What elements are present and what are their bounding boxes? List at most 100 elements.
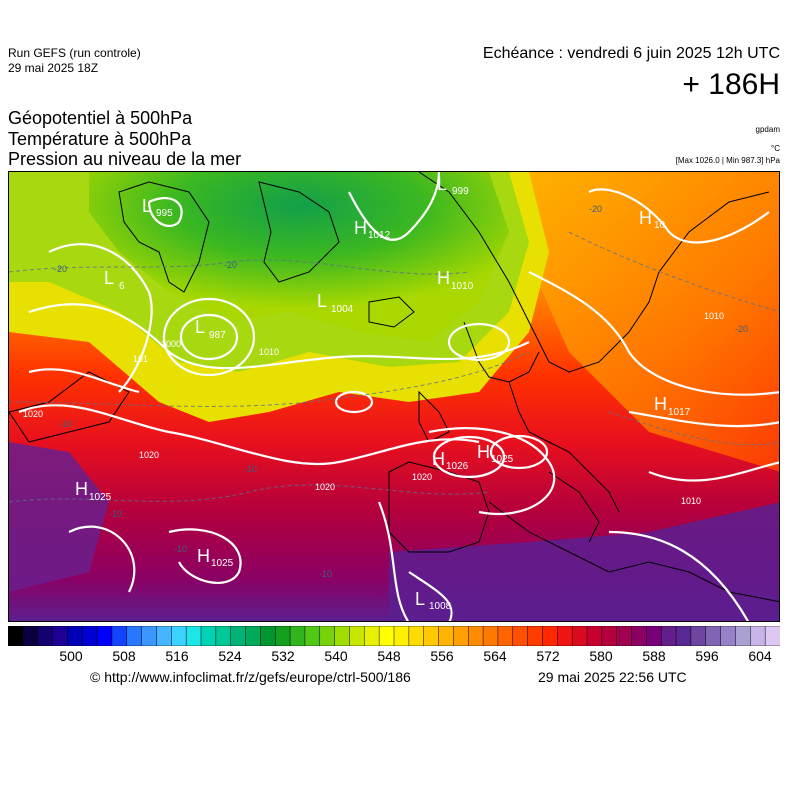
svg-text:L: L — [142, 196, 152, 216]
high-center-1012: H 1012 — [354, 218, 391, 241]
colorbar-tick-label: 556 — [430, 648, 454, 664]
colorbar-swatch — [690, 625, 707, 647]
colorbar-swatch — [660, 625, 677, 647]
high-center-1026: H 1026 — [432, 449, 469, 472]
colorbar-swatch — [720, 625, 737, 647]
generated-timestamp: 29 mai 2025 22:56 UTC — [538, 669, 687, 685]
svg-text:1010: 1010 — [681, 496, 701, 506]
unit-temperature: °C — [771, 144, 780, 153]
svg-text:-20: -20 — [224, 260, 237, 270]
colorbar-swatch — [378, 625, 395, 647]
field-title-geopotential: Géopotentiel à 500hPa — [8, 108, 193, 128]
colorbar-swatch — [289, 625, 306, 647]
svg-text:1012: 1012 — [368, 230, 391, 241]
svg-text:H: H — [354, 218, 367, 238]
colorbar-swatch — [408, 625, 425, 647]
isobars — [18, 172, 779, 621]
colorbar-swatch — [319, 625, 336, 647]
run-date: 29 mai 2025 18Z — [8, 61, 99, 75]
colorbar-swatch — [675, 625, 692, 647]
colorbar-swatch — [393, 625, 410, 647]
svg-text:1020: 1020 — [139, 450, 159, 460]
colorbar-tick-label: 548 — [377, 648, 401, 664]
high-center-10: H 10 — [639, 208, 666, 231]
colorbar-swatch — [200, 625, 217, 647]
svg-text:-20: -20 — [735, 324, 748, 334]
svg-text:1020: 1020 — [315, 482, 335, 492]
coastlines — [9, 172, 779, 603]
unit-geopotential: gpdam — [755, 125, 780, 134]
colorbar-swatch — [571, 625, 588, 647]
colorbar-swatch — [364, 625, 380, 647]
colorbar-tick-label: 532 — [271, 648, 295, 664]
forecast-valid-time: Echéance : vendredi 6 juin 2025 12h UTC — [482, 45, 780, 62]
svg-text:987: 987 — [209, 330, 226, 341]
colorbar-swatch — [527, 625, 544, 647]
colorbar-tick-label: 524 — [218, 648, 242, 664]
colorbar-swatch — [423, 625, 440, 647]
temperature-field-south — [389, 502, 779, 621]
colorbar-swatch — [557, 625, 573, 647]
colorbar-swatch — [111, 625, 128, 647]
colorbar-tick-label: 596 — [695, 648, 719, 664]
colorbar-swatch — [274, 625, 291, 647]
colorbar-swatch — [334, 625, 351, 647]
colorbar-tick-label: 580 — [589, 648, 613, 664]
svg-text:-20: -20 — [54, 264, 67, 274]
svg-text:L: L — [317, 291, 327, 311]
colorbar-swatch — [185, 625, 202, 647]
svg-text:L: L — [195, 317, 205, 337]
svg-text:6: 6 — [119, 281, 125, 292]
center-value: 995 — [156, 208, 173, 219]
svg-text:-20: -20 — [589, 204, 602, 214]
svg-text:1025: 1025 — [89, 492, 112, 503]
svg-text:101: 101 — [133, 354, 148, 364]
svg-text:1025: 1025 — [211, 558, 234, 569]
svg-text:-10: -10 — [319, 569, 332, 579]
colorbar-swatch — [735, 625, 752, 647]
colorbar-swatch — [601, 625, 618, 647]
colorbar-swatch — [467, 625, 484, 647]
svg-text:-10: -10 — [244, 464, 257, 474]
credit-url: © http://www.infoclimat.fr/z/gefs/europe… — [90, 669, 411, 685]
svg-text:H: H — [75, 479, 88, 499]
svg-text:-10: -10 — [174, 544, 187, 554]
colorbar-swatch — [453, 625, 469, 647]
colorbar-tick-label: 604 — [748, 648, 772, 664]
colorbar-tick-label: 500 — [59, 648, 83, 664]
colorbar-tick-label: 508 — [112, 648, 136, 664]
low-center-1004: L 1004 — [317, 291, 354, 315]
colorbar-swatch — [67, 625, 83, 647]
svg-text:999: 999 — [452, 186, 469, 197]
colorbar-tick-label: 564 — [483, 648, 507, 664]
svg-text:1025: 1025 — [491, 454, 514, 465]
colorbar-tick-label: 540 — [324, 648, 348, 664]
colorbar-tick-label: 588 — [642, 648, 666, 664]
isotherms — [9, 231, 779, 503]
low-center-987: L 987 — [195, 317, 226, 341]
svg-text:L: L — [104, 268, 114, 288]
colorbar-swatch — [764, 625, 781, 647]
svg-text:1010: 1010 — [704, 311, 724, 321]
forecast-lead-time: + 186H — [682, 68, 780, 101]
low-center-999: L 999 — [437, 174, 469, 197]
colorbar-swatch — [260, 625, 276, 647]
temperature-field-green — [89, 172, 509, 342]
colorbar-swatch — [96, 625, 113, 647]
svg-text:H: H — [197, 546, 210, 566]
svg-text:L: L — [437, 174, 447, 194]
colorbar-swatch — [230, 625, 247, 647]
run-title: Run GEFS (run controle) — [8, 46, 141, 60]
svg-text:1004: 1004 — [331, 304, 354, 315]
svg-text:1020: 1020 — [23, 409, 43, 419]
colorbar-swatch — [37, 625, 54, 647]
svg-text:-10: -10 — [59, 419, 72, 429]
high-center-1010: H 1010 — [437, 268, 474, 292]
low-center-995: L 995 — [142, 196, 173, 219]
colorbar-swatch — [750, 625, 766, 647]
temperature-field-northeast — [529, 172, 779, 472]
colorbar-swatch — [586, 625, 603, 647]
svg-text:1010: 1010 — [451, 281, 474, 292]
svg-text:H: H — [654, 394, 667, 414]
